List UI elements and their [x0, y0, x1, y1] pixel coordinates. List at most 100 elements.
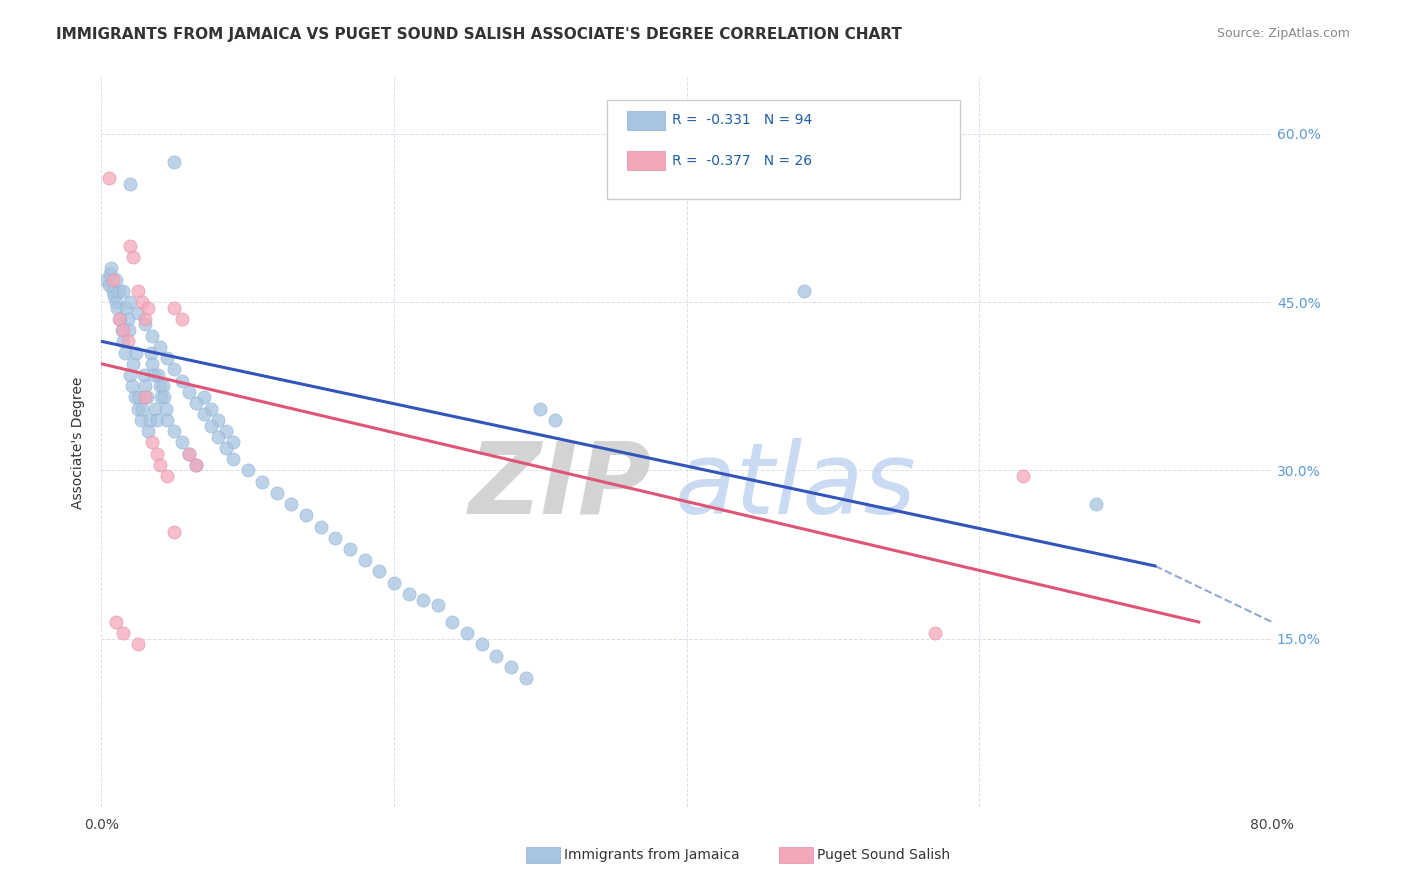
Point: [128, 391, 150, 405]
Point: [107, 311, 129, 326]
Point: [136, 301, 159, 315]
Point: [214, 424, 236, 438]
Point: [163, 362, 186, 376]
Point: [122, 357, 145, 371]
Point: [132, 368, 155, 382]
Point: [97, 278, 120, 293]
Point: [115, 301, 138, 315]
Point: [200, 418, 222, 433]
Point: [110, 311, 132, 326]
Point: [544, 413, 567, 427]
Point: [170, 311, 193, 326]
Point: [471, 638, 494, 652]
Point: [131, 295, 153, 310]
Point: [222, 435, 245, 450]
Text: R =  -0.377   N = 26: R = -0.377 N = 26: [672, 153, 813, 168]
Point: [127, 284, 149, 298]
Point: [104, 295, 127, 310]
Point: [112, 626, 135, 640]
Point: [368, 565, 391, 579]
Point: [193, 391, 215, 405]
Point: [214, 441, 236, 455]
Point: [141, 357, 163, 371]
Text: Source: ZipAtlas.com: Source: ZipAtlas.com: [1216, 27, 1350, 40]
Point: [170, 435, 193, 450]
Text: IMMIGRANTS FROM JAMAICA VS PUGET SOUND SALISH ASSOCIATE'S DEGREE CORRELATION CHA: IMMIGRANTS FROM JAMAICA VS PUGET SOUND S…: [56, 27, 903, 42]
Point: [114, 345, 136, 359]
Point: [134, 311, 156, 326]
Point: [515, 671, 537, 685]
Point: [177, 447, 200, 461]
Point: [398, 587, 420, 601]
Point: [141, 435, 163, 450]
Text: Immigrants from Jamaica: Immigrants from Jamaica: [564, 847, 740, 862]
Point: [122, 250, 145, 264]
Point: [105, 301, 128, 315]
Point: [121, 379, 143, 393]
Point: [426, 598, 449, 612]
Point: [146, 413, 169, 427]
Point: [193, 407, 215, 421]
Point: [146, 447, 169, 461]
Point: [149, 379, 172, 393]
Point: [112, 323, 135, 337]
Y-axis label: Associate's Degree: Associate's Degree: [72, 376, 86, 508]
Point: [139, 345, 162, 359]
Point: [148, 368, 170, 382]
Point: [339, 542, 361, 557]
Point: [112, 334, 135, 349]
Point: [107, 284, 129, 298]
Point: [135, 391, 157, 405]
Point: [177, 447, 200, 461]
Point: [412, 592, 434, 607]
Point: [94, 272, 117, 286]
Point: [131, 401, 153, 416]
Point: [97, 171, 120, 186]
Point: [149, 458, 172, 472]
Point: [129, 413, 152, 427]
Point: [125, 345, 148, 359]
Point: [150, 391, 173, 405]
Point: [200, 401, 222, 416]
Point: [236, 463, 259, 477]
Point: [134, 391, 156, 405]
Point: [155, 401, 177, 416]
Point: [924, 626, 946, 640]
Point: [163, 525, 186, 540]
Point: [266, 486, 288, 500]
Point: [117, 334, 139, 349]
Point: [163, 424, 186, 438]
Point: [111, 323, 134, 337]
Point: [1012, 469, 1035, 483]
Point: [120, 295, 142, 310]
Point: [156, 469, 179, 483]
Point: [120, 368, 142, 382]
Point: [120, 177, 142, 191]
Text: ZIP: ZIP: [468, 438, 651, 534]
Point: [156, 413, 179, 427]
Point: [134, 318, 156, 332]
Point: [793, 284, 815, 298]
Point: [149, 340, 172, 354]
Point: [353, 553, 375, 567]
Point: [485, 648, 508, 663]
Point: [280, 497, 302, 511]
Point: [186, 458, 208, 472]
Point: [177, 384, 200, 399]
Point: [207, 430, 229, 444]
Point: [325, 531, 347, 545]
Point: [499, 660, 522, 674]
Point: [143, 401, 166, 416]
Point: [112, 284, 135, 298]
Point: [127, 306, 149, 320]
Point: [136, 424, 159, 438]
Point: [101, 284, 124, 298]
Point: [101, 272, 124, 286]
Point: [186, 458, 208, 472]
Point: [456, 626, 478, 640]
Point: [124, 391, 146, 405]
Point: [104, 272, 127, 286]
Text: R =  -0.331   N = 94: R = -0.331 N = 94: [672, 113, 813, 128]
Point: [103, 289, 125, 303]
Point: [250, 475, 273, 489]
